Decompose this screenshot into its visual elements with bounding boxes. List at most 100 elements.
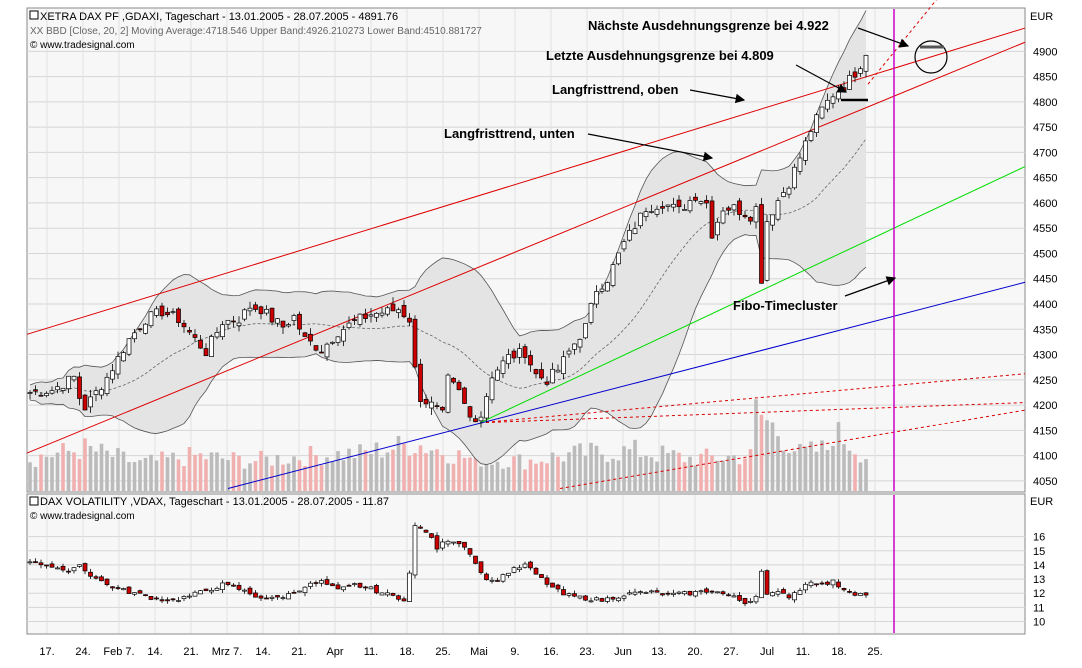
volume-bar xyxy=(754,399,758,491)
volume-bar xyxy=(501,468,505,491)
volume-bar xyxy=(193,454,197,491)
vdax-candle xyxy=(418,526,423,529)
volume-bar xyxy=(583,455,588,491)
price-candle xyxy=(346,322,352,329)
price-candle xyxy=(330,341,335,344)
price-candle xyxy=(286,324,291,327)
bollinger-bands xyxy=(29,10,867,465)
price-candle xyxy=(297,313,302,330)
vdax-candle xyxy=(550,582,555,588)
volume-bar xyxy=(649,457,654,491)
price-candle xyxy=(533,369,539,375)
price-candles xyxy=(27,54,869,428)
volume-bar xyxy=(253,461,258,491)
volume-bar xyxy=(407,456,412,491)
volume-bar xyxy=(671,450,676,491)
volume-bar xyxy=(275,455,280,491)
volume-bar xyxy=(737,464,742,491)
volume-bar xyxy=(121,451,126,491)
annotation-last-limit: Letzte Ausdehnungsgrenze bei 4.809 xyxy=(546,48,774,63)
price-candle xyxy=(852,71,858,78)
vdax-candle xyxy=(467,548,473,555)
volume-bar xyxy=(726,455,731,491)
price-candle xyxy=(126,338,132,355)
volume-bar xyxy=(209,452,214,491)
price-candle xyxy=(115,356,121,375)
x-tick-label: 21. xyxy=(291,646,306,658)
volume-bar xyxy=(132,462,137,491)
price-candle xyxy=(121,352,126,362)
volume-bar xyxy=(402,443,406,491)
price-tick-label: 4050 xyxy=(1033,476,1057,488)
price-candle xyxy=(302,332,308,337)
vdax-tick-label: 14 xyxy=(1033,560,1045,572)
volume-bar xyxy=(182,466,186,491)
vdax-chart-checkbox-icon[interactable] xyxy=(29,496,39,506)
vdax-candle xyxy=(764,570,770,595)
vdax-candle xyxy=(605,597,610,602)
volume-bar xyxy=(627,449,632,491)
vdax-candle xyxy=(704,588,709,593)
volume-bar xyxy=(622,446,626,491)
price-candle xyxy=(176,308,181,323)
price-candle xyxy=(583,323,588,339)
volume-bar xyxy=(264,456,269,491)
volume-bar xyxy=(495,461,500,491)
vdax-candle xyxy=(121,588,126,591)
vdax-candle xyxy=(863,592,869,596)
x-axis: 17. 24. Feb 7. 14. 21. Mrz 7. 14. 21. Apr 11. 18. 2… xyxy=(39,646,882,658)
vdax-candle xyxy=(412,525,418,576)
volume-bar xyxy=(83,438,87,491)
price-candle xyxy=(467,406,473,418)
volume-bar xyxy=(154,460,159,491)
vdax-candle xyxy=(181,596,187,599)
price-candle xyxy=(132,332,137,340)
vdax-candle xyxy=(682,591,687,595)
price-unit-label: EUR xyxy=(1030,11,1053,23)
x-tick-label: 16. xyxy=(543,646,558,658)
vdax-candle xyxy=(423,529,429,533)
x-tick-label: 11. xyxy=(364,646,378,658)
volume-bar xyxy=(858,462,863,491)
price-chart-checkbox-icon[interactable] xyxy=(29,10,39,20)
volume-bars xyxy=(28,399,868,491)
vdax-candle xyxy=(594,597,599,601)
vdax-tick-label: 11 xyxy=(1033,602,1044,614)
price-candle xyxy=(511,350,517,359)
price-candle xyxy=(231,320,236,323)
vdax-candle xyxy=(115,587,121,589)
x-tick-label: 21. xyxy=(183,646,198,658)
price-candle xyxy=(737,200,742,215)
volume-bar xyxy=(127,462,131,491)
price-candle xyxy=(209,336,214,357)
vdax-candle xyxy=(770,592,775,597)
volume-bar xyxy=(396,435,401,491)
vdax-candle xyxy=(99,576,104,582)
arrow-last-limit xyxy=(795,64,848,93)
volume-bar xyxy=(798,443,802,491)
volume-bar xyxy=(429,450,434,491)
price-tick-label: 4150 xyxy=(1033,425,1057,437)
price-candle xyxy=(517,348,522,358)
price-candle xyxy=(616,252,621,265)
price-candle xyxy=(440,406,445,411)
price-tick-label: 4200 xyxy=(1033,400,1057,412)
price-tick-label: 4500 xyxy=(1033,248,1057,260)
price-candle xyxy=(379,312,385,316)
volume-bar xyxy=(116,448,120,491)
vdax-candle xyxy=(511,567,517,573)
vdax-candle xyxy=(297,590,302,593)
price-candle xyxy=(60,387,66,391)
volume-bar xyxy=(451,463,456,491)
x-tick-label: 17. xyxy=(39,646,54,658)
vdax-candle xyxy=(220,582,225,591)
volume-bar xyxy=(391,449,395,491)
vdax-candle xyxy=(544,577,550,585)
price-candle xyxy=(390,303,396,312)
volume-bar xyxy=(814,451,819,491)
vdax-candle xyxy=(693,591,698,597)
price-candle xyxy=(588,303,594,323)
bollinger-band-area xyxy=(30,10,866,465)
annotation-trend-upper: Langfristtrend, oben xyxy=(552,82,678,97)
price-candle xyxy=(632,228,638,234)
